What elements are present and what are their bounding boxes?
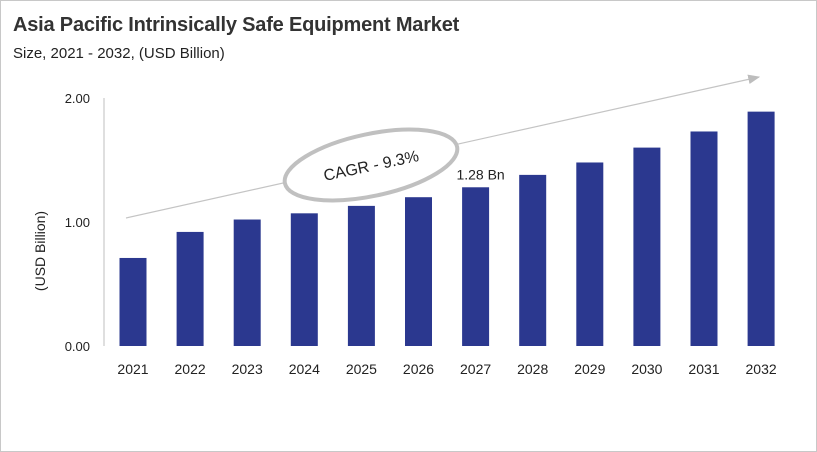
y-tick-label: 1.00 — [65, 215, 90, 230]
data-label-2027: 1.28 Bn — [456, 166, 504, 182]
bar-2030 — [633, 147, 661, 346]
x-tick-label: 2026 — [403, 361, 434, 377]
bar-2029 — [576, 162, 604, 346]
x-tick-label: 2028 — [517, 361, 548, 377]
y-axis-label: (USD Billion) — [32, 211, 48, 291]
x-tick-label: 2024 — [289, 361, 320, 377]
bar-2031 — [690, 131, 718, 346]
x-tick-label: 2030 — [631, 361, 662, 377]
cagr-ellipse — [282, 127, 460, 203]
x-tick-label: 2027 — [460, 361, 491, 377]
x-tick-label: 2032 — [746, 361, 777, 377]
x-tick-label: 2031 — [688, 361, 719, 377]
x-tick-label: 2022 — [175, 361, 206, 377]
bar-2021 — [119, 257, 147, 346]
bar-2024 — [290, 213, 318, 346]
bar-2032 — [747, 111, 775, 346]
x-tick-label: 2029 — [574, 361, 605, 377]
x-tick-label: 2025 — [346, 361, 377, 377]
bar-2022 — [176, 231, 204, 346]
x-tick-label: 2021 — [117, 361, 148, 377]
chart-subtitle: Size, 2021 - 2032, (USD Billion) — [13, 45, 225, 62]
bar-2026 — [405, 197, 432, 346]
bar-2028 — [519, 174, 547, 346]
bar-2027 — [462, 187, 490, 346]
bar-2023 — [233, 219, 261, 346]
chart-title: Asia Pacific Intrinsically Safe Equipmen… — [13, 14, 460, 36]
y-tick-label: 2.00 — [65, 91, 90, 106]
bar-2025 — [347, 205, 375, 346]
y-tick-label: 0.00 — [65, 339, 90, 354]
x-tick-label: 2023 — [232, 361, 263, 377]
